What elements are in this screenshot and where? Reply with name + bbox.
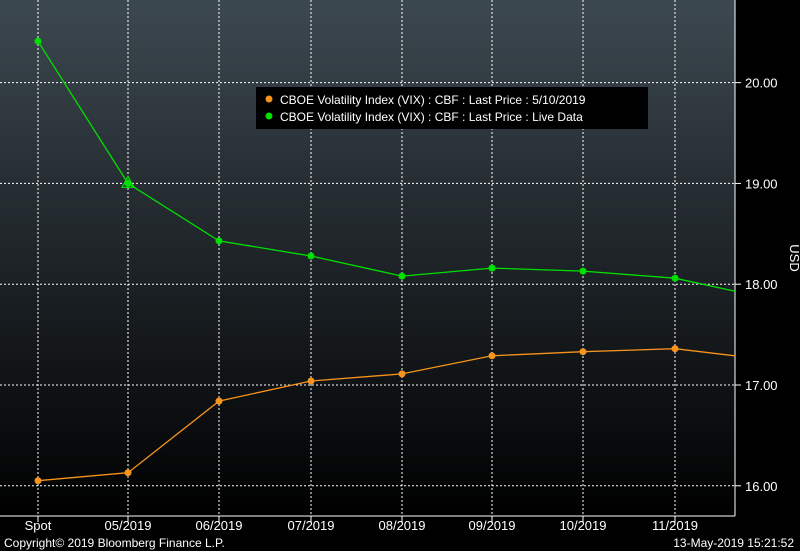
data-point-live-data [215,237,223,245]
y-tick-label: 20.00 [745,76,778,91]
data-point-live-data [34,37,42,45]
x-tick-label: 11/2019 [652,518,698,533]
data-point-last-price [215,397,223,405]
y-axis-label: USD [787,244,800,271]
x-tick-label: 06/2019 [196,518,243,533]
x-axis: Spot 05/2019 06/2019 07/2019 08/2019 09/2019 1… [25,516,698,533]
y-tick-label: 18.00 [745,277,778,292]
footer: Copyright© 2019 Bloomberg Finance L.P. 1… [0,535,800,551]
y-tick-label: 19.00 [745,176,778,191]
x-tick-label: 09/2019 [469,518,516,533]
legend: CBOE Volatility Index (VIX) : CBF : Last… [256,87,648,129]
legend-label-live-data: CBOE Volatility Index (VIX) : CBF : Last… [280,110,583,124]
grid [0,0,735,516]
x-tick-label: 05/2019 [105,518,152,533]
x-tick-label: 07/2019 [288,518,335,533]
y-tick-label: 16.00 [745,479,778,494]
data-point-last-price [124,469,132,477]
x-tick-label: 10/2019 [560,518,607,533]
legend-box [256,87,648,129]
y-axis: 16.00 17.00 18.00 19.00 20.00 [735,76,778,494]
data-point-live-data [671,274,679,282]
copyright-text: Copyright© 2019 Bloomberg Finance L.P. [4,536,225,550]
data-point-live-data [307,252,315,260]
data-point-live-data [488,264,496,272]
data-point-last-price [579,348,587,356]
x-tick-label: Spot [25,518,52,533]
data-point-last-price [34,477,42,485]
x-tick-label: 08/2019 [379,518,426,533]
data-point-last-price [307,377,315,385]
plot-background [0,0,735,516]
data-point-live-data [398,272,406,280]
timestamp-text: 13-May-2019 15:21:52 [673,536,794,550]
data-point-last-price [671,345,679,353]
legend-marker-live-data [265,112,273,120]
series-layer [34,37,736,485]
y-tick-label: 17.00 [745,378,778,393]
legend-marker-last-price [265,95,273,103]
data-point-live-data [124,179,132,187]
data-point-live-data [579,267,587,275]
legend-label-last-price: CBOE Volatility Index (VIX) : CBF : Last… [280,93,586,107]
data-point-last-price [488,352,496,360]
triangle-marker [120,175,136,189]
data-point-last-price [398,370,406,378]
